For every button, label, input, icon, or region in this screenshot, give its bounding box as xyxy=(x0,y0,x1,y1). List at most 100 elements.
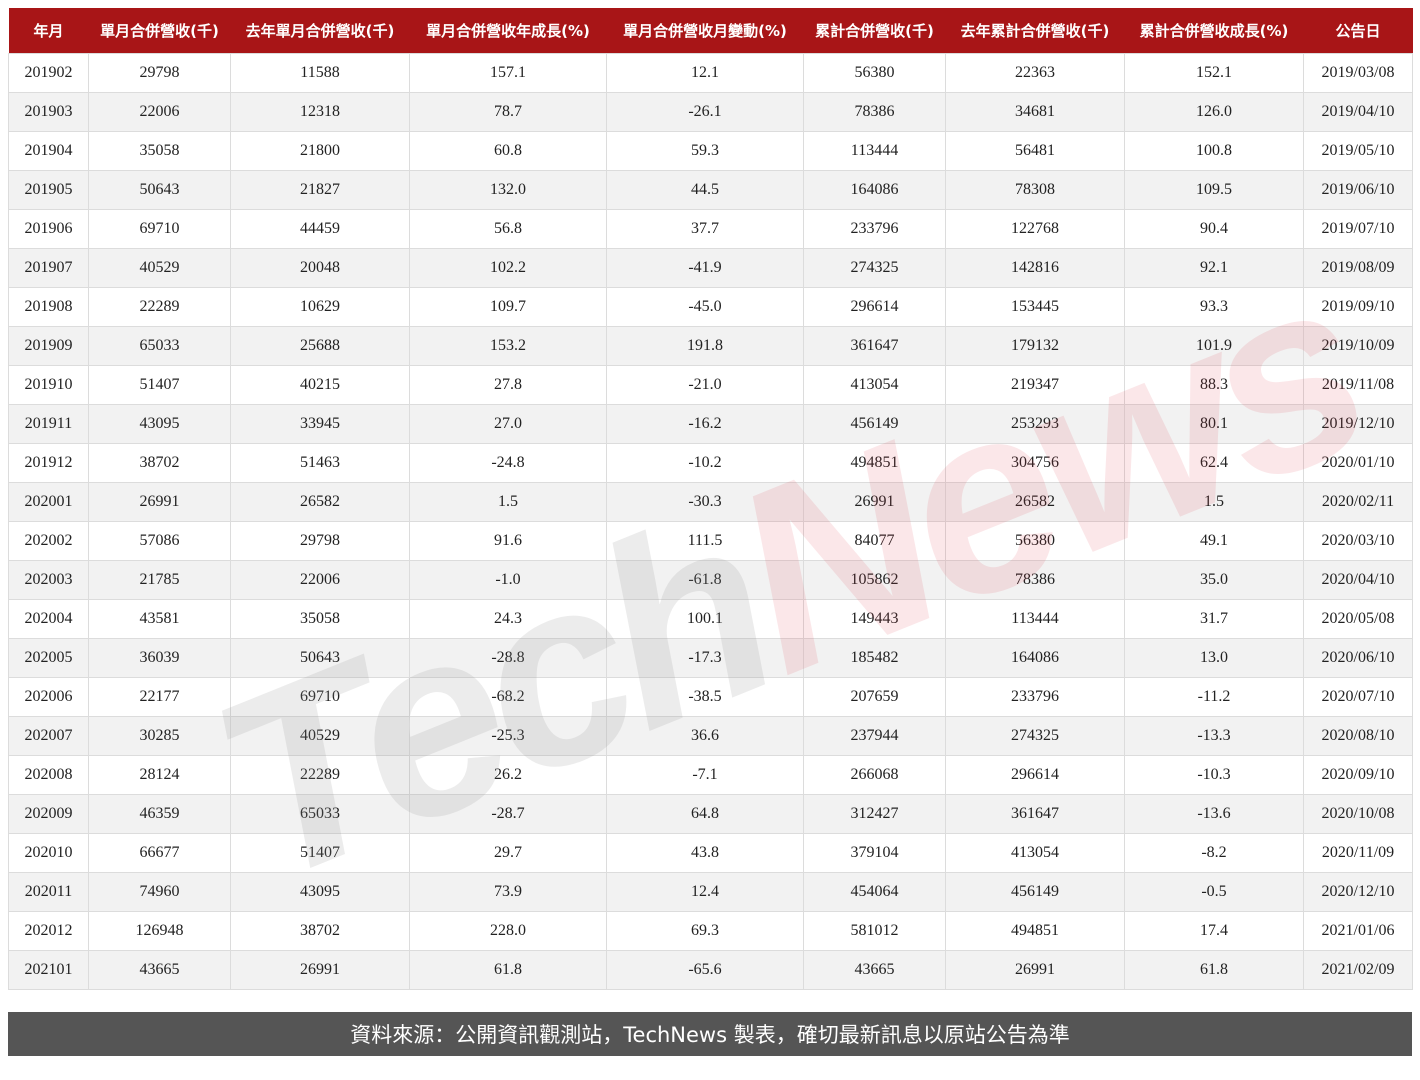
table-cell: 56380 xyxy=(945,521,1125,561)
table-cell: 29.7 xyxy=(409,833,607,873)
table-cell: 2019/11/08 xyxy=(1303,365,1413,405)
table-cell: 202011 xyxy=(8,872,89,912)
table-cell: 43665 xyxy=(803,950,946,990)
table-cell: 2020/01/10 xyxy=(1303,443,1413,483)
table-cell: 57086 xyxy=(88,521,231,561)
table-row: 202002 57086 29798 91.6 111.5 84077 56380 49.1 2… xyxy=(8,521,1413,561)
table-cell: -7.1 xyxy=(606,755,804,795)
table-cell: 78386 xyxy=(945,560,1125,600)
table-cell: 29798 xyxy=(88,53,231,93)
table-cell: -30.3 xyxy=(606,482,804,522)
table-cell: 12.1 xyxy=(606,53,804,93)
table-cell: 164086 xyxy=(945,638,1125,678)
table-cell: 132.0 xyxy=(409,170,607,210)
table-cell: 43.8 xyxy=(606,833,804,873)
table-row: 201912 38702 51463 -24.8 -10.2 494851 304756 62… xyxy=(8,443,1413,483)
table-row: 202005 36039 50643 -28.8 -17.3 185482 164086 13… xyxy=(8,638,1413,678)
table-cell: 201910 xyxy=(8,365,89,405)
table-cell: 17.4 xyxy=(1124,911,1304,951)
table-cell: 33945 xyxy=(230,404,410,444)
table-cell: 22006 xyxy=(88,92,231,132)
table-cell: 456149 xyxy=(945,872,1125,912)
table-cell: 1.5 xyxy=(409,482,607,522)
table-cell: 2019/03/08 xyxy=(1303,53,1413,93)
table-cell: -11.2 xyxy=(1124,677,1304,717)
table-cell: 202101 xyxy=(8,950,89,990)
table-cell: -13.6 xyxy=(1124,794,1304,834)
table-cell: 56.8 xyxy=(409,209,607,249)
table-cell: 92.1 xyxy=(1124,248,1304,288)
revenue-table: 年月 單月合併營收(千) 去年單月合併營收(千) 單月合併營收年成長(%) 單月合併營收… xyxy=(8,8,1413,990)
table-cell: 69710 xyxy=(88,209,231,249)
table-cell: 109.5 xyxy=(1124,170,1304,210)
table-cell: -26.1 xyxy=(606,92,804,132)
table-cell: 2019/10/09 xyxy=(1303,326,1413,366)
table-cell: 2020/06/10 xyxy=(1303,638,1413,678)
table-cell: 100.8 xyxy=(1124,131,1304,171)
table-cell: 38702 xyxy=(88,443,231,483)
table-cell: 201908 xyxy=(8,287,89,327)
table-cell: 202009 xyxy=(8,794,89,834)
table-cell: -65.6 xyxy=(606,950,804,990)
table-cell: 202003 xyxy=(8,560,89,600)
table-row: 202009 46359 65033 -28.7 64.8 312427 361647 -13… xyxy=(8,794,1413,834)
table-cell: 24.3 xyxy=(409,599,607,639)
table-cell: 62.4 xyxy=(1124,443,1304,483)
table-cell: -16.2 xyxy=(606,404,804,444)
table-cell: 2021/02/09 xyxy=(1303,950,1413,990)
table-cell: 35058 xyxy=(230,599,410,639)
table-cell: -10.3 xyxy=(1124,755,1304,795)
table-row: 202101 43665 26991 61.8 -65.6 43665 26991 61.8 2… xyxy=(8,950,1413,990)
table-cell: 78386 xyxy=(803,92,946,132)
table-row: 201908 22289 10629 109.7 -45.0 296614 153445 93… xyxy=(8,287,1413,327)
column-header: 單月合併營收(千) xyxy=(88,8,231,54)
table-cell: 84077 xyxy=(803,521,946,561)
table-cell: 201903 xyxy=(8,92,89,132)
table-cell: 26.2 xyxy=(409,755,607,795)
table-cell: 65033 xyxy=(230,794,410,834)
table-cell: -24.8 xyxy=(409,443,607,483)
table-cell: 494851 xyxy=(803,443,946,483)
table-cell: 581012 xyxy=(803,911,946,951)
table-row: 202001 26991 26582 1.5 -30.3 26991 26582 1.5 202… xyxy=(8,482,1413,522)
table-cell: 91.6 xyxy=(409,521,607,561)
table-cell: 28124 xyxy=(88,755,231,795)
table-cell: 90.4 xyxy=(1124,209,1304,249)
table-row: 202011 74960 43095 73.9 12.4 454064 456149 -0.5… xyxy=(8,872,1413,912)
table-cell: 40215 xyxy=(230,365,410,405)
table-cell: 49.1 xyxy=(1124,521,1304,561)
table-cell: 13.0 xyxy=(1124,638,1304,678)
table-cell: 40529 xyxy=(230,716,410,756)
table-cell: 56481 xyxy=(945,131,1125,171)
table-row: 202008 28124 22289 26.2 -7.1 266068 296614 -10.… xyxy=(8,755,1413,795)
table-row: 202004 43581 35058 24.3 100.1 149443 113444 31.… xyxy=(8,599,1413,639)
table-cell: 21785 xyxy=(88,560,231,600)
table-cell: -17.3 xyxy=(606,638,804,678)
table-cell: 12.4 xyxy=(606,872,804,912)
table-cell: 201909 xyxy=(8,326,89,366)
table-cell: 74960 xyxy=(88,872,231,912)
table-cell: 12318 xyxy=(230,92,410,132)
table-cell: 185482 xyxy=(803,638,946,678)
table-cell: -68.2 xyxy=(409,677,607,717)
table-cell: 88.3 xyxy=(1124,365,1304,405)
table-row: 201911 43095 33945 27.0 -16.2 456149 253293 80.… xyxy=(8,404,1413,444)
table-cell: 296614 xyxy=(945,755,1125,795)
table-cell: 233796 xyxy=(945,677,1125,717)
table-cell: -13.3 xyxy=(1124,716,1304,756)
table-cell: -1.0 xyxy=(409,560,607,600)
table-cell: 26991 xyxy=(88,482,231,522)
table-cell: 201912 xyxy=(8,443,89,483)
table-cell: 22289 xyxy=(88,287,231,327)
table-row: 201902 29798 11588 157.1 12.1 56380 22363 152.1… xyxy=(8,53,1413,93)
table-cell: 152.1 xyxy=(1124,53,1304,93)
table-cell: 361647 xyxy=(945,794,1125,834)
table-cell: 29798 xyxy=(230,521,410,561)
table-cell: 379104 xyxy=(803,833,946,873)
table-cell: 59.3 xyxy=(606,131,804,171)
table-cell: 202002 xyxy=(8,521,89,561)
table-cell: 38702 xyxy=(230,911,410,951)
table-cell: 43095 xyxy=(88,404,231,444)
table-row: 201903 22006 12318 78.7 -26.1 78386 34681 126.0… xyxy=(8,92,1413,132)
table-cell: 274325 xyxy=(803,248,946,288)
